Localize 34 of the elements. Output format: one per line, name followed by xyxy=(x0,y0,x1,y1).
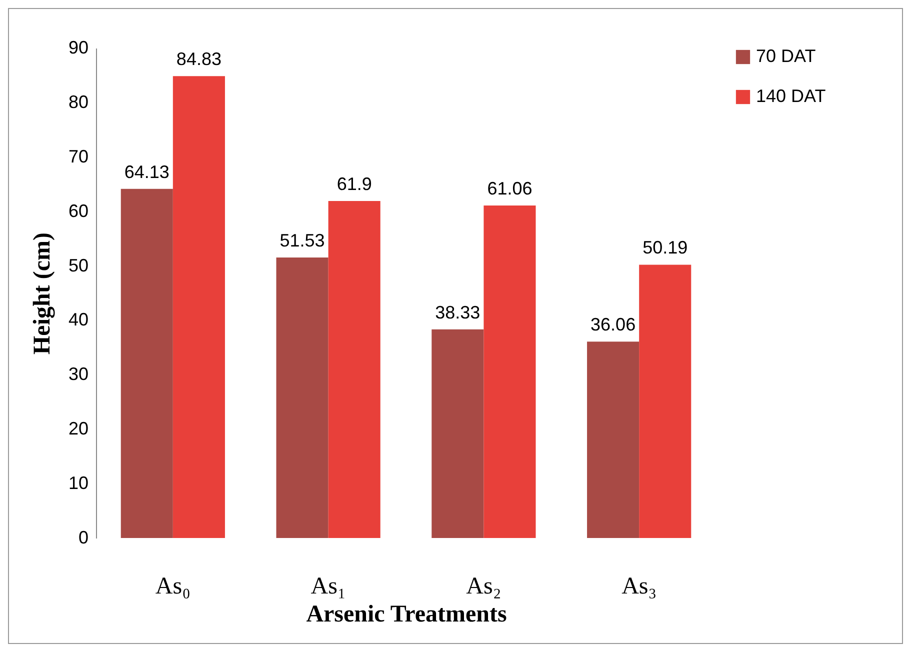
y-axis-title: Height (cm) xyxy=(29,232,56,354)
y-tick-label: 30 xyxy=(68,364,88,384)
data-label: 51.53 xyxy=(280,230,325,250)
legend-label: 70 DAT xyxy=(756,46,816,66)
data-label: 61.9 xyxy=(336,174,372,194)
y-tick-label: 90 xyxy=(68,38,88,58)
data-label: 36.06 xyxy=(590,314,636,335)
bar xyxy=(432,329,484,538)
data-label: 50.19 xyxy=(642,238,688,258)
y-tick-label: 50 xyxy=(68,255,88,276)
bar xyxy=(120,188,173,538)
bar xyxy=(328,200,380,538)
x-tick-label: As₂ xyxy=(466,574,502,600)
y-tick-label: 0 xyxy=(78,528,88,548)
data-label: 64.13 xyxy=(124,162,170,182)
y-tick-label: 10 xyxy=(68,473,88,494)
data-label: 61.06 xyxy=(487,178,532,199)
data-label: 38.33 xyxy=(435,302,480,322)
y-tick-label: 40 xyxy=(68,310,88,330)
x-tick-label: As₀ xyxy=(155,574,190,600)
x-axis-title: Arsenic Treatments xyxy=(306,602,507,628)
y-tick-label: 20 xyxy=(68,418,88,439)
bar xyxy=(172,76,225,538)
legend-label: 140 DAT xyxy=(756,86,826,106)
y-tick-label: 60 xyxy=(68,200,88,221)
bar xyxy=(484,206,536,538)
y-tick-label: 70 xyxy=(68,146,88,166)
x-tick-label: As₁ xyxy=(310,574,346,600)
x-tick-label: As₃ xyxy=(622,574,657,600)
bar xyxy=(587,342,640,538)
bar xyxy=(276,257,328,538)
bar xyxy=(639,264,692,538)
data-label: 84.83 xyxy=(176,49,222,70)
y-tick-label: 80 xyxy=(68,92,88,112)
